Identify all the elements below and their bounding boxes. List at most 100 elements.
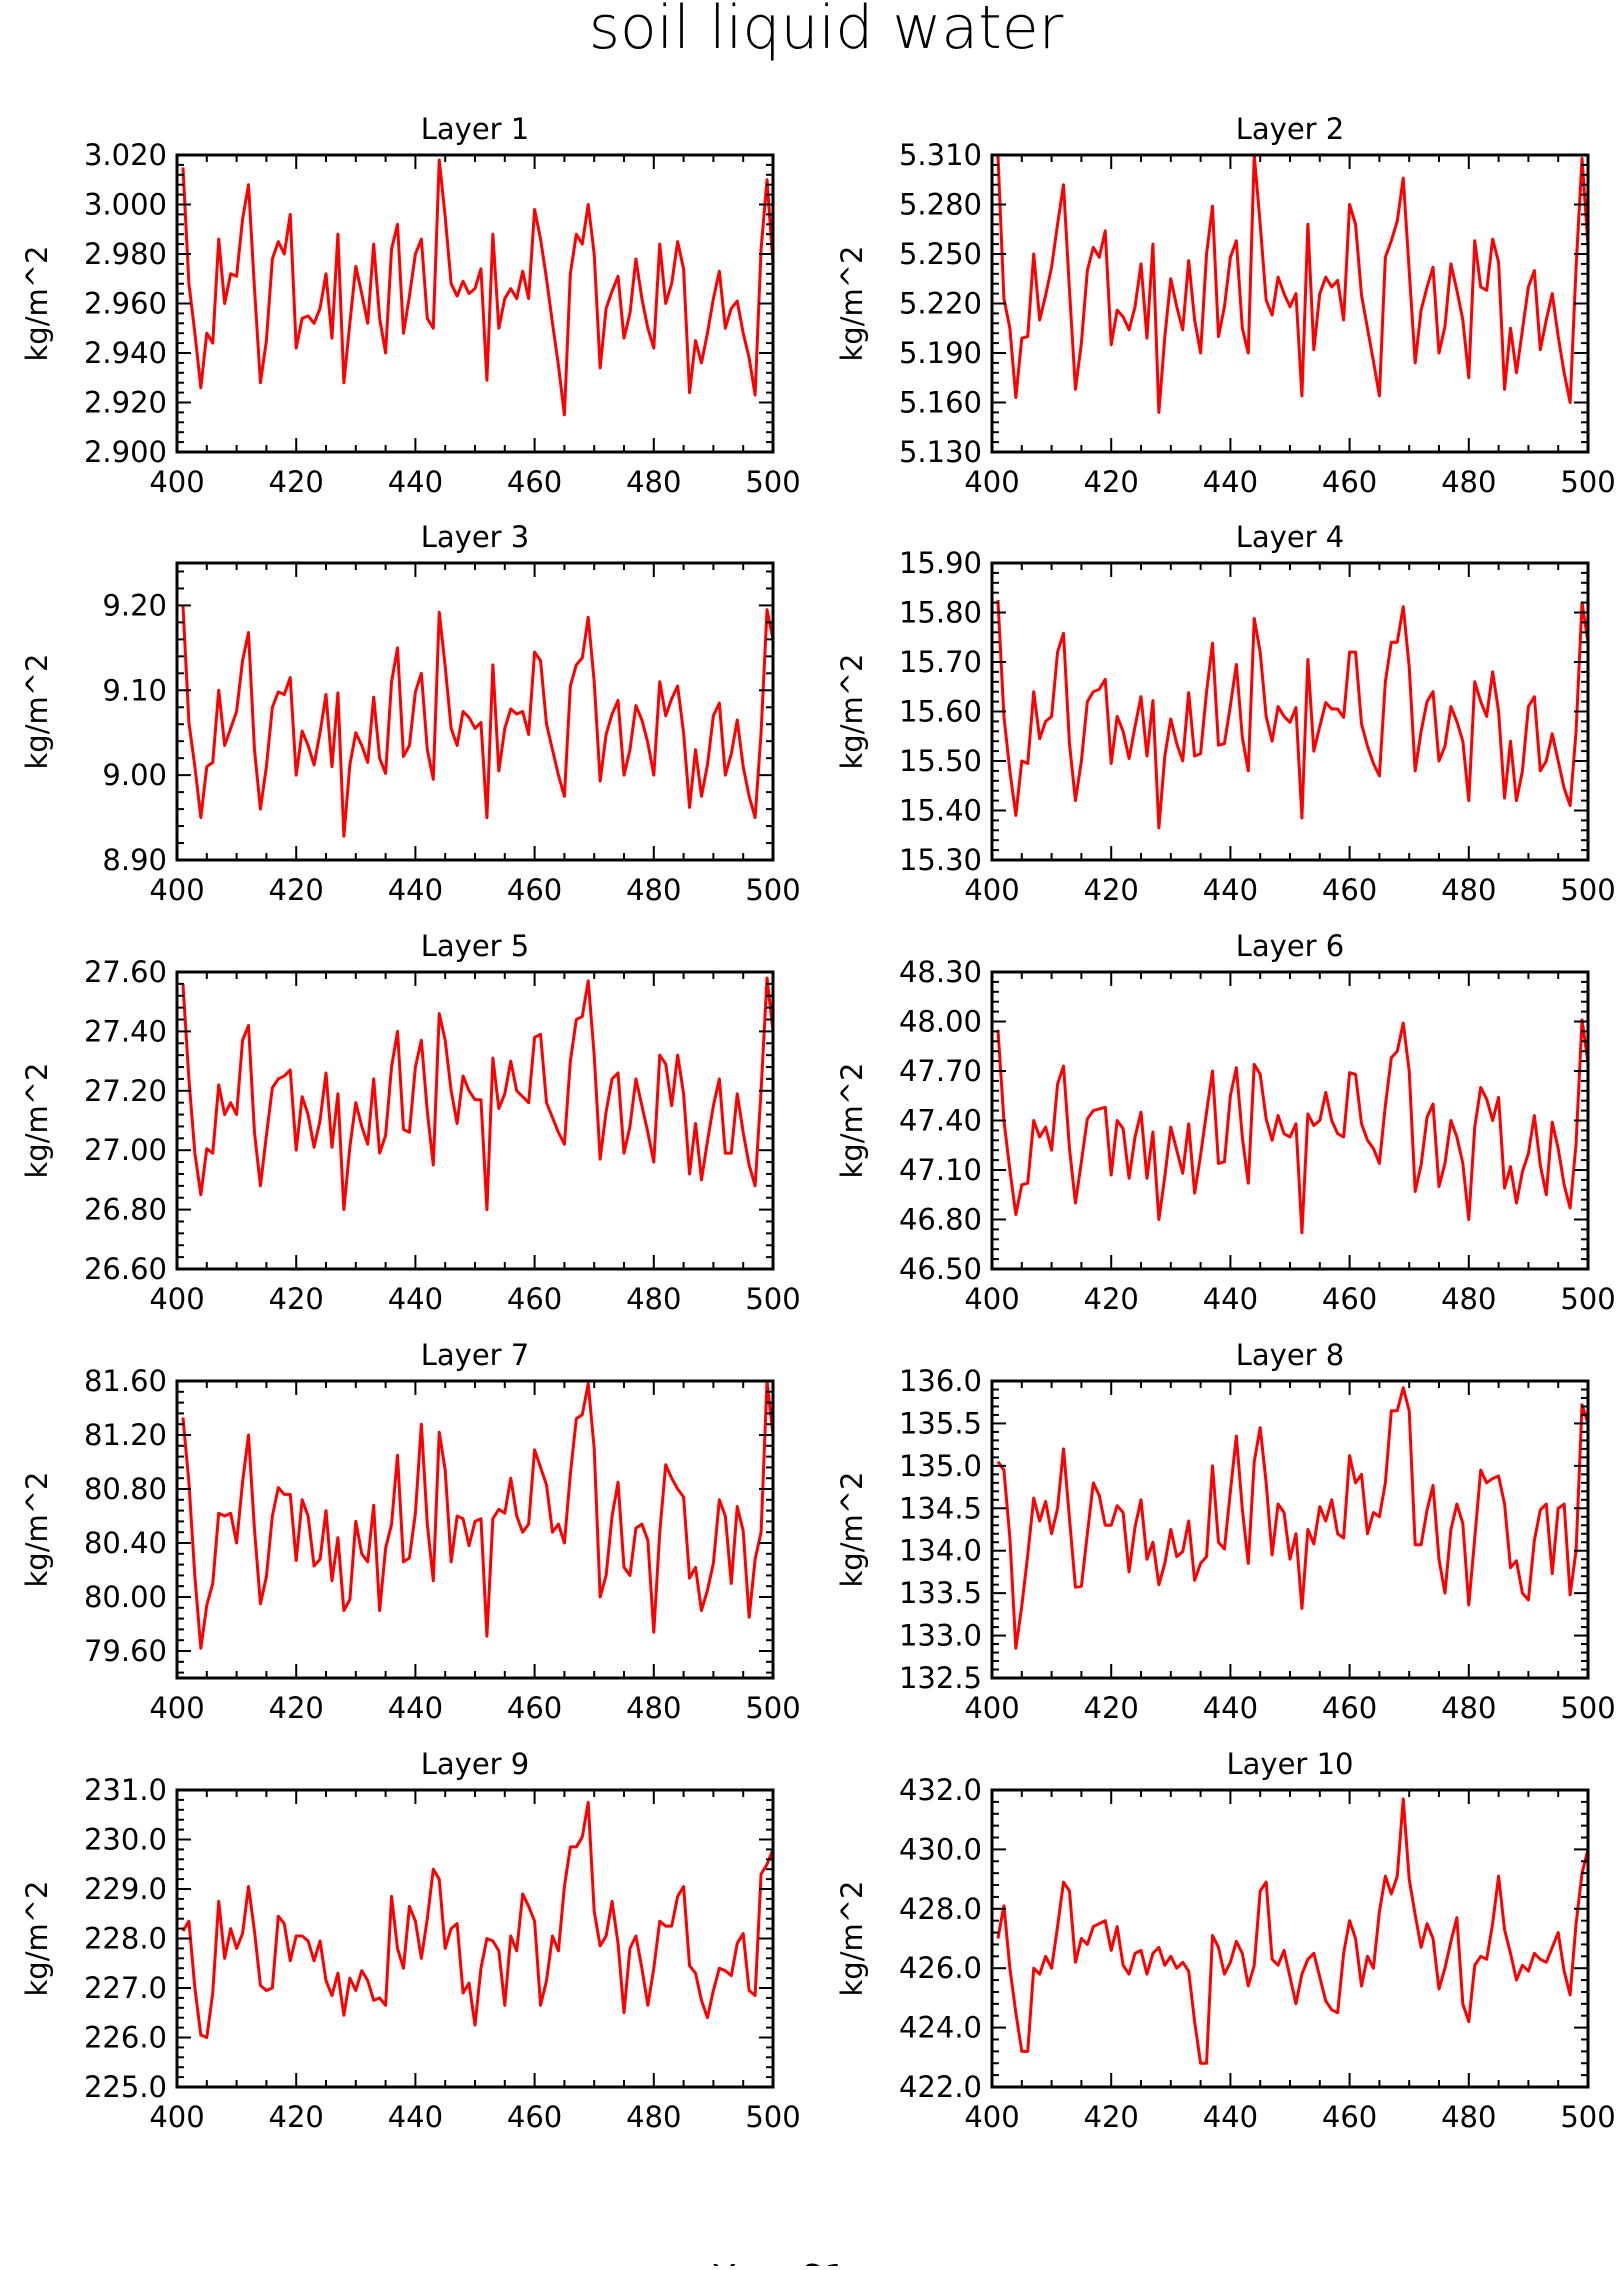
x-tick-label: 420 <box>1084 873 1139 907</box>
x-tick-label: 480 <box>1441 465 1496 499</box>
x-tick-label: 480 <box>1441 873 1496 907</box>
y-tick-label: 27.00 <box>84 1133 167 1167</box>
x-tick-label: 400 <box>964 465 1019 499</box>
x-tick-label: 440 <box>1203 2100 1258 2134</box>
panel-title: Layer 8 <box>1236 1338 1345 1372</box>
x-tick-label: 440 <box>388 1691 443 1725</box>
y-tick-label: 226.0 <box>84 2021 167 2055</box>
y-tick-label: 2.920 <box>84 386 167 420</box>
x-tick-label: 440 <box>388 2100 443 2134</box>
y-tick-label: 27.20 <box>84 1074 167 1108</box>
x-tick-label: 480 <box>626 1691 681 1725</box>
y-tick-label: 2.960 <box>84 287 167 321</box>
x-tick-label: 460 <box>507 2100 562 2134</box>
x-tick-label: 460 <box>507 1691 562 1725</box>
plot-frame <box>175 970 775 1271</box>
y-tick-label: 5.160 <box>899 386 982 420</box>
y-tick-label: 81.60 <box>84 1364 167 1398</box>
y-tick-label: 15.60 <box>899 695 982 729</box>
panel-10: Layer 10 kg/m^2 400 420 440 460 480 500 422.0 424… <box>835 1747 1616 2134</box>
y-axis-label: kg/m^2 <box>835 654 869 770</box>
y-tick-label: 230.0 <box>84 1823 167 1857</box>
y-tick-label: 46.80 <box>899 1203 982 1237</box>
x-tick-label: 480 <box>626 465 681 499</box>
y-tick-label: 26.80 <box>84 1193 167 1227</box>
y-tick-label: 135.0 <box>899 1449 982 1483</box>
figure-title: soil liquid water <box>589 0 1064 63</box>
x-tick-label: 480 <box>1441 1282 1496 1316</box>
plot-frame <box>990 153 1590 454</box>
panel-9: Layer 9 kg/m^2 400 420 440 460 480 500 225.0 226.… <box>20 1747 801 2134</box>
x-tick-label: 440 <box>1203 1691 1258 1725</box>
footer-label: Year 81 <box>712 2258 846 2266</box>
panel-4: Layer 4 kg/m^2 400 420 440 460 480 500 15.30 15.4… <box>835 520 1616 907</box>
x-tick-label: 420 <box>269 873 324 907</box>
y-tick-label: 15.90 <box>899 546 982 580</box>
y-tick-label: 26.60 <box>84 1252 167 1286</box>
panel-5: Layer 5 kg/m^2 400 420 440 460 480 500 26.60 26.8… <box>20 929 801 1316</box>
panel-title: Layer 10 <box>1227 1747 1354 1781</box>
x-tick-label: 500 <box>1560 2100 1615 2134</box>
y-tick-label: 430.0 <box>899 1832 982 1866</box>
series-line <box>181 605 773 838</box>
y-axis-label: kg/m^2 <box>835 246 869 362</box>
y-tick-label: 135.5 <box>899 1406 982 1440</box>
x-tick-label: 440 <box>1203 873 1258 907</box>
y-tick-label: 5.280 <box>899 188 982 222</box>
x-tick-label: 440 <box>388 465 443 499</box>
y-axis-label: kg/m^2 <box>835 1472 869 1588</box>
panel-title: Layer 3 <box>421 520 530 554</box>
y-axis-label: kg/m^2 <box>835 1881 869 1997</box>
y-tick-label: 9.00 <box>102 758 167 792</box>
x-tick-label: 500 <box>1560 1282 1615 1316</box>
x-tick-label: 400 <box>964 1282 1019 1316</box>
y-axis-label: kg/m^2 <box>835 1063 869 1179</box>
y-axis-label: kg/m^2 <box>20 1472 54 1588</box>
x-tick-label: 460 <box>1322 1282 1377 1316</box>
plot-frame <box>990 561 1590 862</box>
x-tick-label: 480 <box>626 1282 681 1316</box>
x-tick-label: 480 <box>626 873 681 907</box>
series-line <box>996 1386 1588 1650</box>
y-axis-label: kg/m^2 <box>20 1881 54 1997</box>
x-tick-label: 460 <box>507 873 562 907</box>
y-tick-label: 428.0 <box>899 1892 982 1926</box>
y-tick-label: 227.0 <box>84 1971 167 2005</box>
y-tick-label: 15.40 <box>899 794 982 828</box>
y-tick-label: 133.0 <box>899 1619 982 1653</box>
x-tick-label: 500 <box>745 465 800 499</box>
panel-title: Layer 5 <box>421 929 530 963</box>
y-tick-label: 134.5 <box>899 1491 982 1525</box>
panel-title: Layer 2 <box>1236 112 1345 146</box>
panel-title: Layer 4 <box>1236 520 1345 554</box>
plot-frame <box>990 970 1590 1271</box>
y-axis-label: kg/m^2 <box>20 246 54 362</box>
x-tick-label: 500 <box>1560 873 1615 907</box>
x-tick-label: 460 <box>507 465 562 499</box>
y-tick-label: 136.0 <box>899 1364 982 1398</box>
y-tick-label: 8.90 <box>102 843 167 877</box>
y-tick-label: 2.900 <box>84 435 167 469</box>
x-tick-label: 460 <box>1322 873 1377 907</box>
x-tick-label: 480 <box>1441 1691 1496 1725</box>
series-line <box>181 976 773 1212</box>
x-tick-label: 440 <box>1203 1282 1258 1316</box>
x-tick-label: 460 <box>507 1282 562 1316</box>
y-tick-label: 225.0 <box>84 2070 167 2104</box>
x-tick-label: 500 <box>1560 465 1615 499</box>
x-tick-label: 400 <box>149 1691 204 1725</box>
y-tick-label: 9.10 <box>102 673 167 707</box>
y-tick-label: 133.5 <box>899 1576 982 1610</box>
x-tick-label: 500 <box>745 1282 800 1316</box>
series-line <box>181 158 773 417</box>
y-tick-label: 422.0 <box>899 2070 982 2104</box>
x-tick-label: 420 <box>1084 1691 1139 1725</box>
y-tick-label: 47.70 <box>899 1054 982 1088</box>
y-tick-label: 426.0 <box>899 1951 982 1985</box>
x-tick-label: 420 <box>1084 1282 1139 1316</box>
y-tick-label: 228.0 <box>84 1922 167 1956</box>
x-tick-label: 480 <box>1441 2100 1496 2134</box>
y-tick-label: 27.40 <box>84 1014 167 1048</box>
y-tick-label: 15.30 <box>899 843 982 877</box>
